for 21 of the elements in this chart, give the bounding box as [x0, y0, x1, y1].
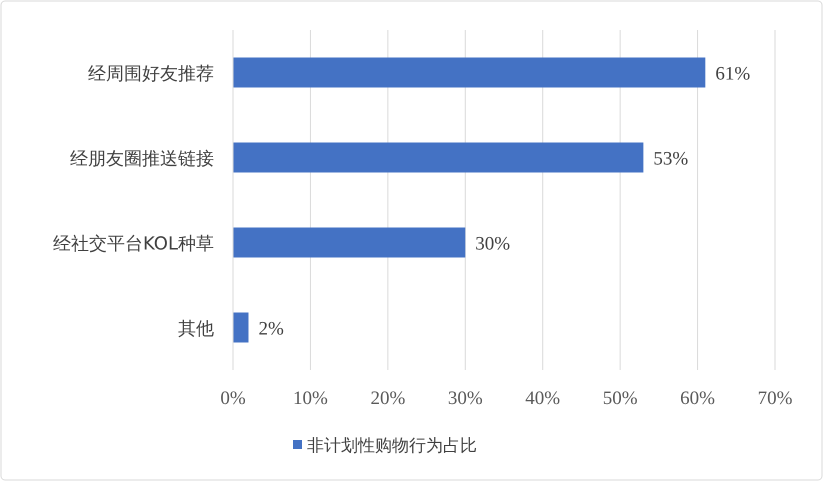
bar — [233, 228, 466, 258]
x-tick-label: 50% — [602, 388, 638, 409]
data-label: 30% — [475, 234, 510, 254]
x-tick-label: 30% — [448, 388, 483, 409]
data-label: 53% — [653, 148, 688, 170]
y-tick-label: 其他 — [178, 318, 214, 340]
y-tick-label: 经朋友圈推送链接 — [70, 148, 214, 170]
x-tick-label: 60% — [680, 388, 716, 409]
x-tick-label: 70% — [758, 388, 793, 409]
x-tick-label: 20% — [370, 388, 406, 409]
y-tick-label: 经社交平台KOL种草 — [52, 234, 214, 254]
data-label: 2% — [258, 318, 284, 340]
y-tick-label: 经周围好友推荐 — [88, 64, 214, 84]
x-tick-label: 40% — [525, 388, 560, 409]
legend-label: 非计划性购物行为占比 — [307, 436, 477, 456]
bar — [233, 142, 644, 172]
data-label: 61% — [715, 64, 750, 84]
x-tick-label: 0% — [220, 388, 246, 409]
x-tick-label: 10% — [293, 388, 328, 409]
bar — [233, 58, 706, 88]
bar — [233, 312, 248, 342]
